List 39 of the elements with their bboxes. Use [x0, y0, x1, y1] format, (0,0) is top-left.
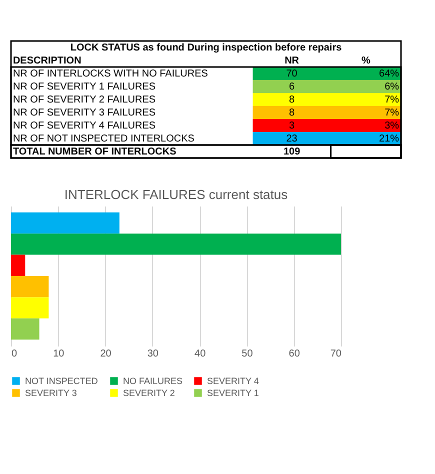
text: DESCRIPTION — [12, 56, 82, 66]
data-label: 8 — [289, 94, 296, 106]
category-label: NR OF SEVERITY 2 FAILURES — [12, 94, 156, 106]
text: 6% — [384, 82, 400, 92]
x-tick-label: 0 — [12, 348, 18, 360]
text: 109 — [283, 146, 301, 158]
text: 21% — [379, 134, 400, 144]
x-tick-label: 60 — [288, 348, 300, 360]
category-label: NR OF SEVERITY 1 FAILURES — [12, 82, 156, 92]
x-tick-label: 50 — [242, 348, 254, 360]
x-tick-label: 30 — [147, 348, 159, 360]
text: TOTAL NUMBER OF INTERLOCKS — [12, 146, 177, 158]
x-tick-label: 20 — [100, 348, 112, 360]
category-label: NR OF NOT INSPECTED INTERLOCKS — [12, 134, 195, 144]
category-label: NR OF SEVERITY 4 FAILURES — [12, 120, 156, 132]
text: LOCK STATUS as found During inspection before repairs — [70, 42, 342, 54]
data-label: 23 — [286, 134, 298, 144]
chart-title: INTERLOCK FAILURES current status — [64, 187, 288, 202]
legend-label: NO FAILURES — [123, 376, 183, 386]
data-label: 8 — [289, 108, 296, 118]
legend-label: SEVERITY 3 — [25, 388, 77, 398]
data-label: 3 — [289, 120, 296, 132]
data-label: 70 — [286, 68, 298, 80]
legend-label: SEVERITY 4 — [207, 376, 259, 386]
text: % — [361, 56, 370, 66]
category-label: NR OF INTERLOCKS WITH NO FAILURES — [12, 68, 208, 80]
legend-label: NOT INSPECTED — [25, 376, 98, 386]
legend-label: SEVERITY 2 — [123, 388, 175, 398]
text: 64% — [379, 68, 400, 80]
x-tick-label: 70 — [330, 348, 342, 360]
category-label: NR OF SEVERITY 3 FAILURES — [12, 108, 156, 118]
text: 3% — [384, 120, 400, 132]
data-label: 6 — [289, 82, 296, 92]
text: 7% — [384, 94, 400, 106]
text: NR — [284, 56, 300, 66]
legend-label: SEVERITY 1 — [207, 388, 259, 398]
x-tick-label: 10 — [53, 348, 65, 360]
text: 7% — [384, 108, 400, 118]
x-tick-label: 40 — [194, 348, 206, 360]
